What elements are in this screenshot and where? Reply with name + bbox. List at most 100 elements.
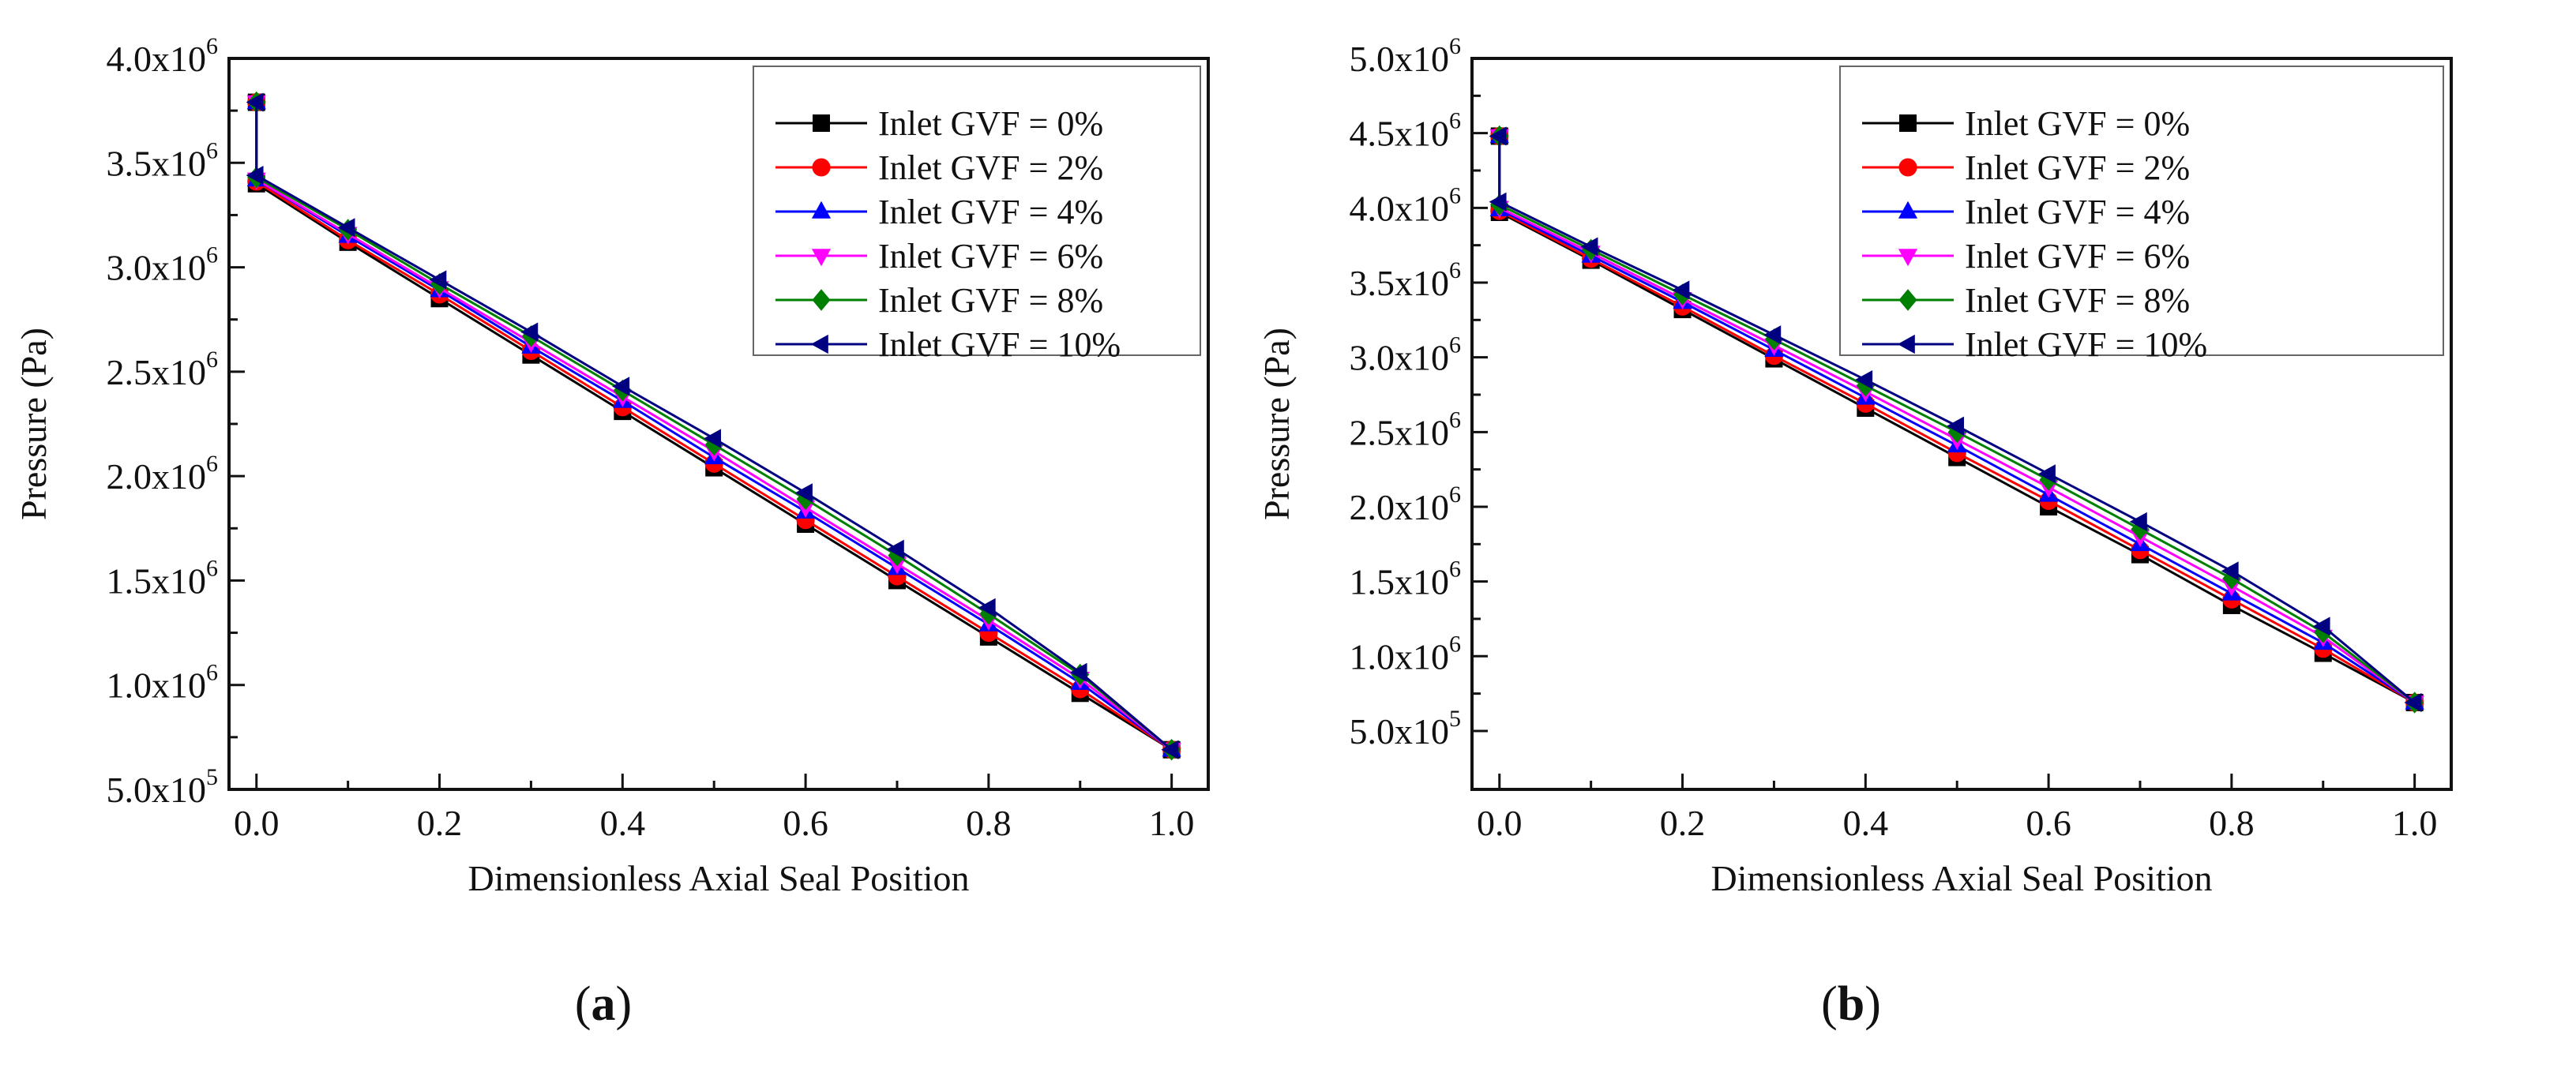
y-tick-label: 5.0x105 [107,764,219,810]
series-line [255,102,1173,751]
y-tick-label: 2.0x106 [1350,482,1462,527]
y-axis-title: Pressure (Pa) [1256,328,1297,520]
data-point [978,598,996,617]
data-point [246,92,264,112]
series-line [255,102,1173,751]
legend-marker-circle-icon [812,158,831,177]
series-line [255,102,1173,751]
data-point [2221,561,2239,581]
y-tick-label: 3.0x106 [107,242,219,288]
data-point [2129,512,2147,532]
data-point [520,322,539,342]
legend-label: Inlet GVF = 6% [878,237,1103,275]
series-line [1498,136,2416,704]
data-point [2312,617,2330,636]
legend-label: Inlet GVF = 2% [878,148,1103,187]
y-tick-label: 4.0x106 [1350,182,1462,228]
legend-marker-circle-icon [1898,158,1917,177]
panel-label: (a) [575,977,632,1031]
legend-marker-triangle-left-icon [810,334,828,354]
legend-label: Inlet GVF = 4% [1965,193,2190,231]
y-tick-label: 3.5x106 [1350,257,1462,303]
panel-label: (b) [1821,977,1881,1031]
series-10pct [1489,126,2422,713]
y-tick-label: 2.0x106 [107,451,219,497]
data-point [2039,469,2058,491]
y-tick-label: 2.5x106 [1350,407,1462,452]
legend-label: Inlet GVF = 6% [1965,237,2190,275]
legend-marker-triangle-down-icon [1898,249,1918,267]
y-axis-title: Pressure (Pa) [13,328,54,520]
series-line [255,102,1173,752]
y-tick-label: 1.0x106 [107,660,219,706]
data-point [1161,740,1179,759]
data-point [704,429,722,448]
x-tick-label: 1.0 [2392,803,2438,843]
x-axis-title: Dimensionless Axial Seal Position [468,858,969,898]
legend-label: Inlet GVF = 10% [878,325,1121,364]
data-point [1069,662,1087,682]
x-tick-label: 0.8 [2209,803,2255,843]
legend-marker-triangle-up-icon [1898,201,1918,219]
legend: Inlet GVF = 0% Inlet GVF = 2% Inlet GVF = … [753,66,1201,364]
legend: Inlet GVF = 0% Inlet GVF = 2% Inlet GVF = … [1839,66,2444,364]
y-tick-label: 1.5x106 [1350,557,1462,602]
data-point [1489,126,1507,146]
x-tick-label: 0.4 [600,803,646,843]
legend-marker-diamond-icon [1898,289,1917,311]
series-line [1498,136,2416,704]
x-tick-label: 0.0 [1477,803,1523,843]
data-point [886,539,904,559]
data-point [1672,280,1690,300]
legend-label: Inlet GVF = 0% [878,104,1103,143]
legend-label: Inlet GVF = 10% [1965,325,2207,364]
legend-marker-triangle-down-icon [811,249,832,267]
series-line [1498,136,2416,704]
series-line [1498,136,2416,704]
x-tick-label: 0.0 [234,803,280,843]
y-tick-label: 4.5x106 [1350,108,1462,154]
y-tick-label: 4.0x106 [107,33,219,79]
data-point [429,270,447,290]
data-point [1763,325,1782,345]
y-tick-label: 2.5x106 [107,347,219,392]
x-tick-label: 0.8 [966,803,1012,843]
legend-label: Inlet GVF = 0% [1965,104,2190,143]
chart-panel-b: 0.0 0.2 0.4 0.6 0.8 1.0 5.0x105 1.0x106 1.5x106 2… [1256,33,2453,1031]
x-tick-label: 0.4 [1843,803,1889,843]
x-tick-label: 0.2 [417,803,463,843]
legend-marker-square-icon [1899,114,1917,132]
data-point [2037,464,2056,484]
data-point [794,483,813,503]
data-point [1947,416,1965,436]
legend-marker-triangle-left-icon [1897,334,1915,354]
legend-label: Inlet GVF = 8% [1965,281,2190,320]
chart-panel-a: 0.0 0.2 0.4 0.6 0.8 1.0 5.0x105 1.0x106 1.5x106 2… [13,33,1210,1031]
legend-label: Inlet GVF = 2% [1965,148,2190,187]
data-point [1580,237,1598,257]
data-point [612,377,630,396]
legend-marker-square-icon [813,114,830,132]
plot-frame [1470,57,2453,791]
data-point [2404,692,2422,713]
x-tick-label: 0.6 [783,803,828,843]
x-axis-title: Dimensionless Axial Seal Position [1710,858,2212,898]
series-line [1498,136,2416,704]
y-tick-label: 5.0x106 [1350,33,1462,79]
y-tick-label: 3.0x106 [1350,332,1462,378]
y-tick-label: 1.0x106 [1350,631,1462,677]
legend-label: Inlet GVF = 8% [878,281,1103,320]
data-point [246,166,264,186]
x-tick-label: 1.0 [1149,803,1195,843]
data-point [337,218,355,238]
y-tick-label: 3.5x106 [107,137,219,183]
y-tick-label: 5.0x105 [1350,706,1462,752]
y-tick-label: 1.5x106 [107,555,219,601]
legend-label: Inlet GVF = 4% [878,193,1103,231]
legend-marker-triangle-up-icon [811,201,832,219]
data-point [2314,621,2333,643]
data-point [1489,192,1507,212]
x-tick-label: 0.2 [1660,803,1706,843]
legend-marker-diamond-icon [812,289,831,311]
